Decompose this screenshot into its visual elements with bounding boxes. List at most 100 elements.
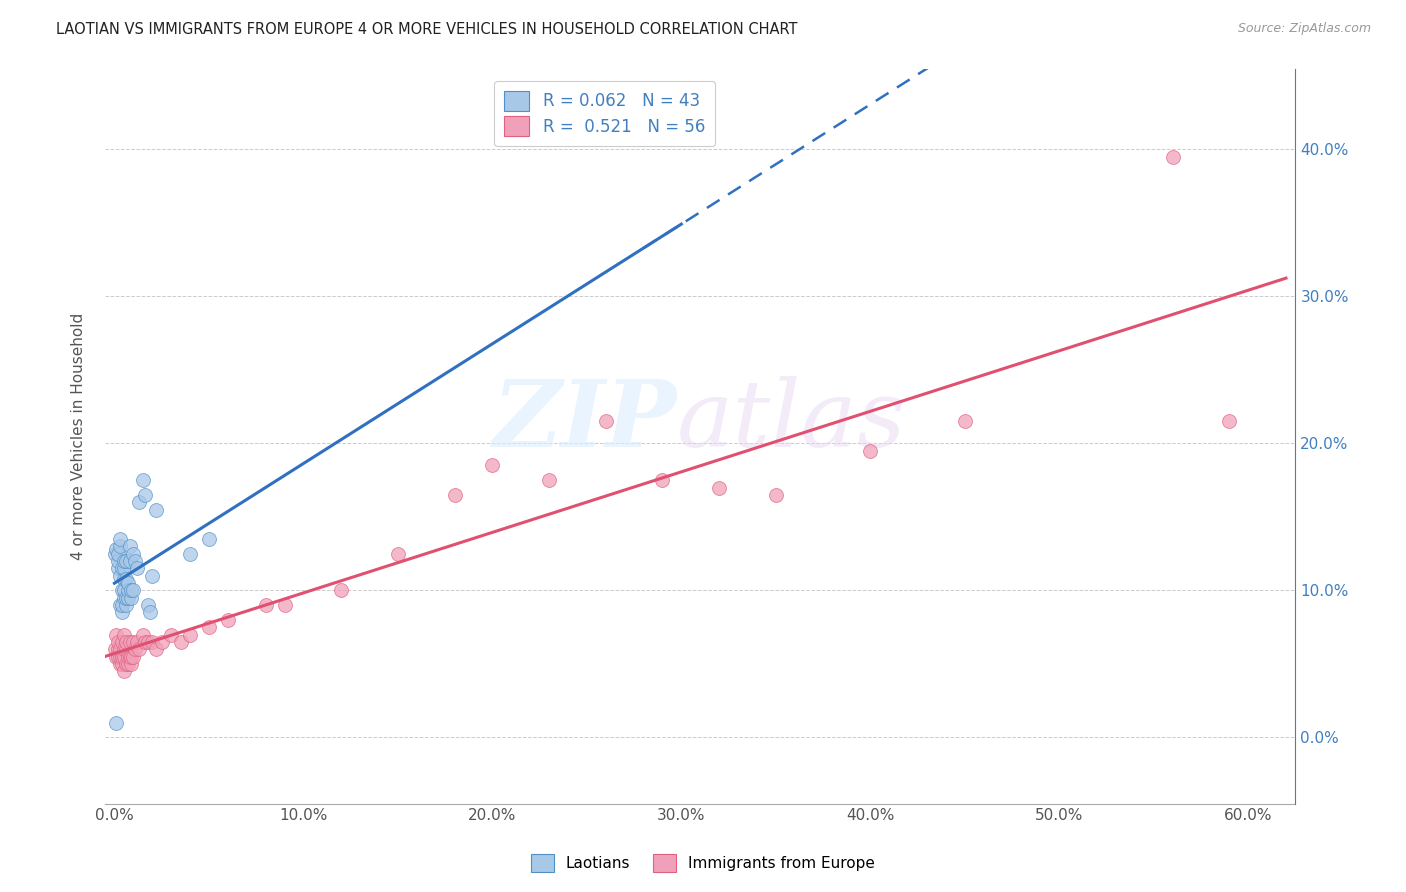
Point bbox=[107, 554, 129, 568]
Point bbox=[114, 642, 136, 657]
Point bbox=[114, 572, 136, 586]
Point bbox=[134, 488, 156, 502]
Point bbox=[134, 635, 156, 649]
Point bbox=[108, 568, 131, 582]
Point bbox=[111, 635, 134, 649]
Point bbox=[443, 488, 465, 502]
Point bbox=[114, 591, 136, 605]
Point bbox=[198, 532, 221, 546]
Legend: Laotians, Immigrants from Europe: Laotians, Immigrants from Europe bbox=[523, 846, 883, 880]
Point bbox=[112, 627, 135, 641]
Point bbox=[124, 642, 146, 657]
Point bbox=[112, 583, 135, 598]
Point bbox=[105, 715, 128, 730]
Point bbox=[138, 635, 160, 649]
Point bbox=[108, 598, 131, 612]
Point bbox=[112, 561, 135, 575]
Text: atlas: atlas bbox=[676, 376, 905, 467]
Legend: R = 0.062   N = 43, R =  0.521   N = 56: R = 0.062 N = 43, R = 0.521 N = 56 bbox=[495, 80, 716, 146]
Point bbox=[330, 583, 353, 598]
Point bbox=[111, 583, 134, 598]
Point bbox=[107, 561, 129, 575]
Point bbox=[127, 561, 149, 575]
Y-axis label: 4 or more Vehicles in Household: 4 or more Vehicles in Household bbox=[72, 312, 86, 559]
Point bbox=[117, 591, 139, 605]
Point bbox=[114, 554, 136, 568]
Point bbox=[150, 635, 173, 649]
Point bbox=[707, 481, 730, 495]
Point bbox=[107, 649, 129, 664]
Point bbox=[114, 598, 136, 612]
Point bbox=[118, 635, 141, 649]
Point bbox=[124, 554, 146, 568]
Point bbox=[651, 473, 673, 487]
Point bbox=[112, 649, 135, 664]
Point bbox=[953, 414, 976, 428]
Point bbox=[108, 642, 131, 657]
Point bbox=[118, 649, 141, 664]
Point bbox=[145, 642, 167, 657]
Point bbox=[114, 635, 136, 649]
Point bbox=[179, 547, 201, 561]
Point bbox=[138, 598, 160, 612]
Point bbox=[145, 502, 167, 516]
Point bbox=[122, 635, 145, 649]
Point bbox=[111, 657, 134, 671]
Point bbox=[481, 458, 503, 473]
Point bbox=[111, 561, 134, 575]
Point bbox=[118, 554, 141, 568]
Point bbox=[104, 547, 127, 561]
Point bbox=[112, 665, 135, 679]
Point bbox=[217, 613, 239, 627]
Point bbox=[132, 473, 155, 487]
Point bbox=[120, 591, 142, 605]
Point bbox=[112, 642, 135, 657]
Point bbox=[105, 627, 128, 641]
Point bbox=[117, 576, 139, 591]
Point bbox=[127, 635, 149, 649]
Point bbox=[128, 495, 150, 509]
Point bbox=[107, 547, 129, 561]
Point bbox=[112, 591, 135, 605]
Point bbox=[1161, 150, 1184, 164]
Point bbox=[107, 635, 129, 649]
Point bbox=[179, 627, 201, 641]
Point bbox=[104, 642, 127, 657]
Point bbox=[107, 642, 129, 657]
Point bbox=[111, 649, 134, 664]
Point bbox=[765, 488, 787, 502]
Point bbox=[198, 620, 221, 634]
Point bbox=[111, 606, 134, 620]
Point bbox=[118, 539, 141, 553]
Point bbox=[117, 649, 139, 664]
Point bbox=[122, 583, 145, 598]
Text: LAOTIAN VS IMMIGRANTS FROM EUROPE 4 OR MORE VEHICLES IN HOUSEHOLD CORRELATION CH: LAOTIAN VS IMMIGRANTS FROM EUROPE 4 OR M… bbox=[56, 22, 797, 37]
Point bbox=[108, 539, 131, 553]
Point bbox=[254, 598, 277, 612]
Point bbox=[273, 598, 295, 612]
Text: ZIP: ZIP bbox=[492, 376, 676, 467]
Point bbox=[141, 635, 163, 649]
Point bbox=[120, 657, 142, 671]
Point bbox=[122, 547, 145, 561]
Point bbox=[139, 606, 162, 620]
Point bbox=[859, 443, 882, 458]
Point bbox=[387, 547, 409, 561]
Point bbox=[595, 414, 617, 428]
Point bbox=[141, 568, 163, 582]
Point bbox=[112, 554, 135, 568]
Point bbox=[132, 627, 155, 641]
Point bbox=[117, 583, 139, 598]
Point bbox=[108, 532, 131, 546]
Point bbox=[108, 649, 131, 664]
Point bbox=[117, 657, 139, 671]
Point bbox=[1218, 414, 1240, 428]
Point bbox=[120, 583, 142, 598]
Point bbox=[108, 657, 131, 671]
Point bbox=[112, 572, 135, 586]
Point bbox=[160, 627, 183, 641]
Point bbox=[105, 649, 128, 664]
Point bbox=[114, 657, 136, 671]
Text: Source: ZipAtlas.com: Source: ZipAtlas.com bbox=[1237, 22, 1371, 36]
Point bbox=[122, 649, 145, 664]
